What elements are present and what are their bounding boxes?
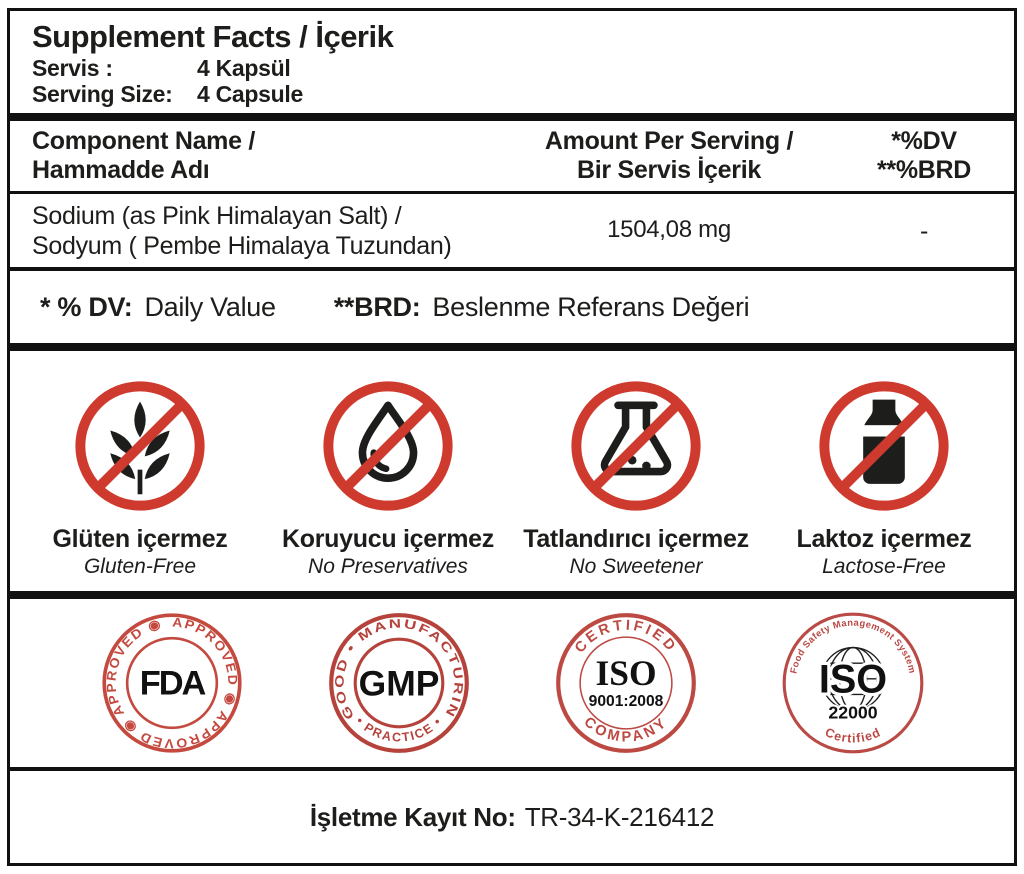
svg-text:Certified: Certified (822, 725, 882, 745)
amount-cell: 1504,08 mg (607, 216, 731, 244)
serving-label-tr: Servis : (32, 54, 113, 81)
svg-text:• PRACTICE •: • PRACTICE • (353, 714, 445, 744)
claim-subtitle: Gluten-Free (83, 555, 197, 578)
droplet-icon (323, 381, 453, 511)
serving-row-en: Serving Size: 4 Capsule (32, 81, 1014, 107)
claim-lactose-free: Laktoz içermez Lactose-Free (760, 375, 1008, 591)
serving-row-tr: Servis : 4 Kapsül (32, 55, 1014, 81)
table-header: Component Name / Hammadde Adı Amount Per… (10, 121, 1014, 194)
svg-text:ISO: ISO (595, 653, 656, 693)
flask-icon (571, 381, 701, 511)
milk-bottle-icon (819, 381, 949, 511)
claims-section: Glüten içermez Gluten-Free Koruyucu içer… (10, 351, 1014, 599)
claim-no-preservatives: Koruyucu içermez No Preservatives (264, 375, 512, 591)
iso-9001-badge: CERTIFIED COMPANY ISO 9001:2008 (553, 610, 699, 756)
svg-text:9001:2008: 9001:2008 (588, 693, 663, 710)
fda-approved-badge: APPROVED ◉ APPROVED ◉ APPROVED ◉ FDA (99, 610, 245, 756)
gmp-badge: GOOD • MANUFACTURING • • PRACTICE • GMP (326, 610, 472, 756)
dv-abbr-label: * % DV: (40, 291, 133, 322)
serving-value-tr: 4 Kapsül (197, 54, 291, 81)
claim-gluten-free: Glüten içermez Gluten-Free (16, 375, 264, 591)
dv-abbr-text: Daily Value (144, 291, 276, 322)
table-row: Sodium (as Pink Himalayan Salt) / Sodyum… (10, 194, 1014, 271)
component-name-cell: Sodium (as Pink Himalayan Salt) / Sodyum… (32, 201, 452, 260)
claim-subtitle: Lactose-Free (822, 555, 946, 578)
svg-text:ISO: ISO (818, 657, 886, 701)
fda-approved-stamp-icon: APPROVED ◉ APPROVED ◉ APPROVED ◉ FDA (101, 613, 242, 753)
label-title: Supplement Facts / İçerik (32, 19, 394, 54)
registration-number: TR-34-K-216412 (524, 801, 715, 832)
gmp-stamp-icon: GOOD • MANUFACTURING • • PRACTICE • GMP (326, 610, 469, 753)
claim-title: Glüten içermez (52, 525, 228, 553)
claim-title: Tatlandırıcı içermez (523, 525, 749, 553)
wheat-icon (75, 381, 205, 511)
registration-footer: İşletme Kayıt No: TR-34-K-216412 (10, 771, 1014, 863)
claim-title: Laktoz içermez (796, 525, 972, 553)
serving-label-en: Serving Size: (32, 80, 173, 107)
globe-icon (820, 646, 885, 711)
column-header-dv: *%DV **%BRD (876, 126, 972, 185)
column-header-amount: Amount Per Serving / Bir Servis İçerik (544, 126, 794, 185)
dv-cell: - (919, 216, 929, 245)
column-header-component: Component Name / Hammadde Adı (32, 126, 255, 185)
claim-subtitle: No Sweetener (569, 555, 703, 578)
svg-text:FDA: FDA (139, 664, 205, 702)
label-header: Supplement Facts / İçerik Servis : 4 Kap… (10, 11, 1014, 121)
supplement-facts-label: Supplement Facts / İçerik Servis : 4 Kap… (7, 8, 1017, 866)
iso-22000-stamp-icon: Food Safety Management System Certified … (782, 612, 923, 754)
claim-title: Koruyucu içermez (282, 525, 494, 553)
iso-9001-stamp-icon: CERTIFIED COMPANY ISO 9001:2008 (555, 613, 696, 753)
svg-text:22000: 22000 (828, 702, 877, 722)
iso-22000-badge: Food Safety Management System Certified … (780, 610, 926, 756)
brd-abbr-label: **BRD: (333, 291, 421, 322)
claim-subtitle: No Preservatives (308, 555, 468, 578)
footnote: * % DV: Daily Value **BRD: Beslenme Refe… (10, 271, 1014, 351)
certifications-section: APPROVED ◉ APPROVED ◉ APPROVED ◉ FDA GOO… (10, 599, 1014, 771)
registration-label: İşletme Kayıt No: (309, 801, 516, 832)
serving-value-en: 4 Capsule (197, 80, 303, 107)
claim-no-sweetener: Tatlandırıcı içermez No Sweetener (512, 375, 760, 591)
brd-abbr-text: Beslenme Referans Değeri (432, 291, 750, 322)
svg-text:GMP: GMP (358, 664, 439, 704)
